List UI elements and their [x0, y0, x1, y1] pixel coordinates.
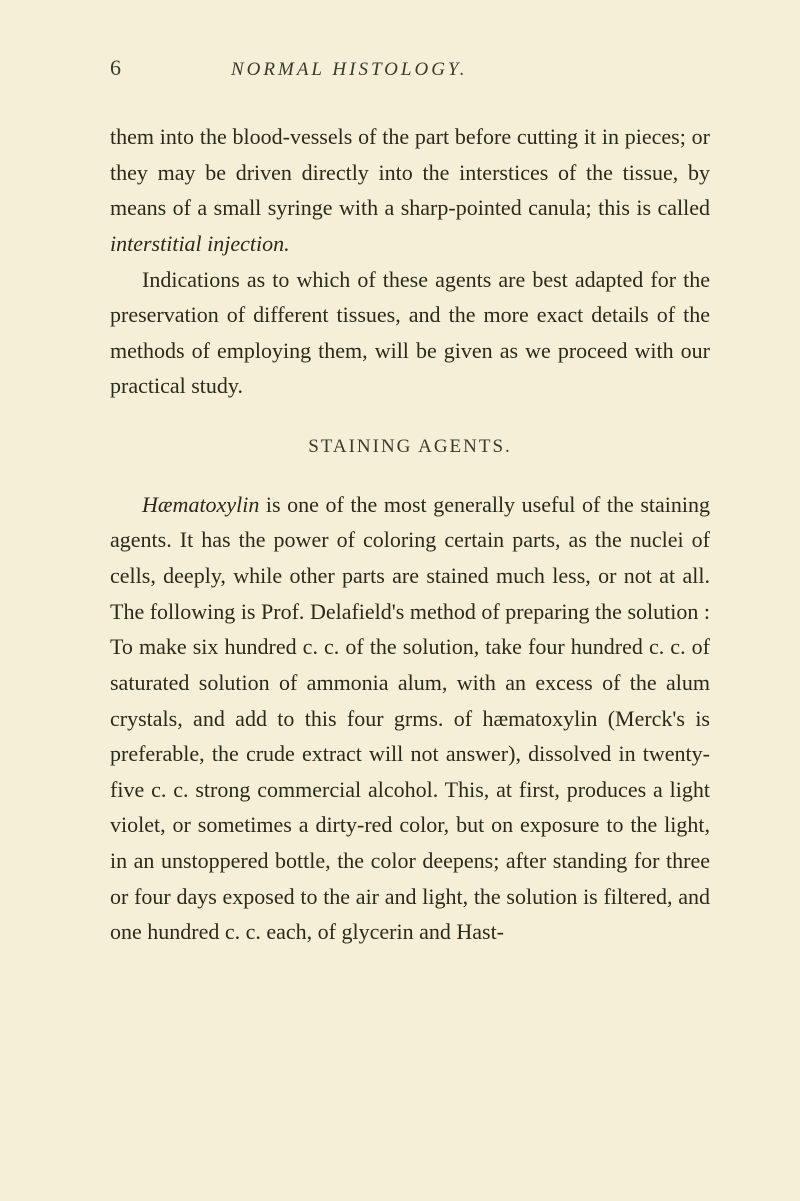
- paragraph-3-text: is one of the most generally useful of t…: [110, 492, 710, 945]
- paragraph-2: Indications as to which of these agents …: [110, 262, 710, 405]
- page-number: 6: [110, 55, 121, 81]
- paragraph-1-text: them into the blood-vessels of the part …: [110, 124, 710, 220]
- paragraph-3: Hæmatoxylin is one of the most generally…: [110, 487, 710, 950]
- body-text: them into the blood-vessels of the part …: [110, 119, 710, 950]
- page-container: 6 NORMAL HISTOLOGY. them into the blood-…: [0, 0, 800, 1010]
- running-title: NORMAL HISTOLOGY.: [231, 59, 467, 81]
- paragraph-1: them into the blood-vessels of the part …: [110, 119, 710, 262]
- paragraph-1-italic: interstitial injection.: [110, 231, 290, 256]
- section-heading: STAINING AGENTS.: [110, 432, 710, 463]
- page-header: 6 NORMAL HISTOLOGY.: [110, 55, 710, 81]
- paragraph-3-italic: Hæmatoxylin: [142, 492, 259, 517]
